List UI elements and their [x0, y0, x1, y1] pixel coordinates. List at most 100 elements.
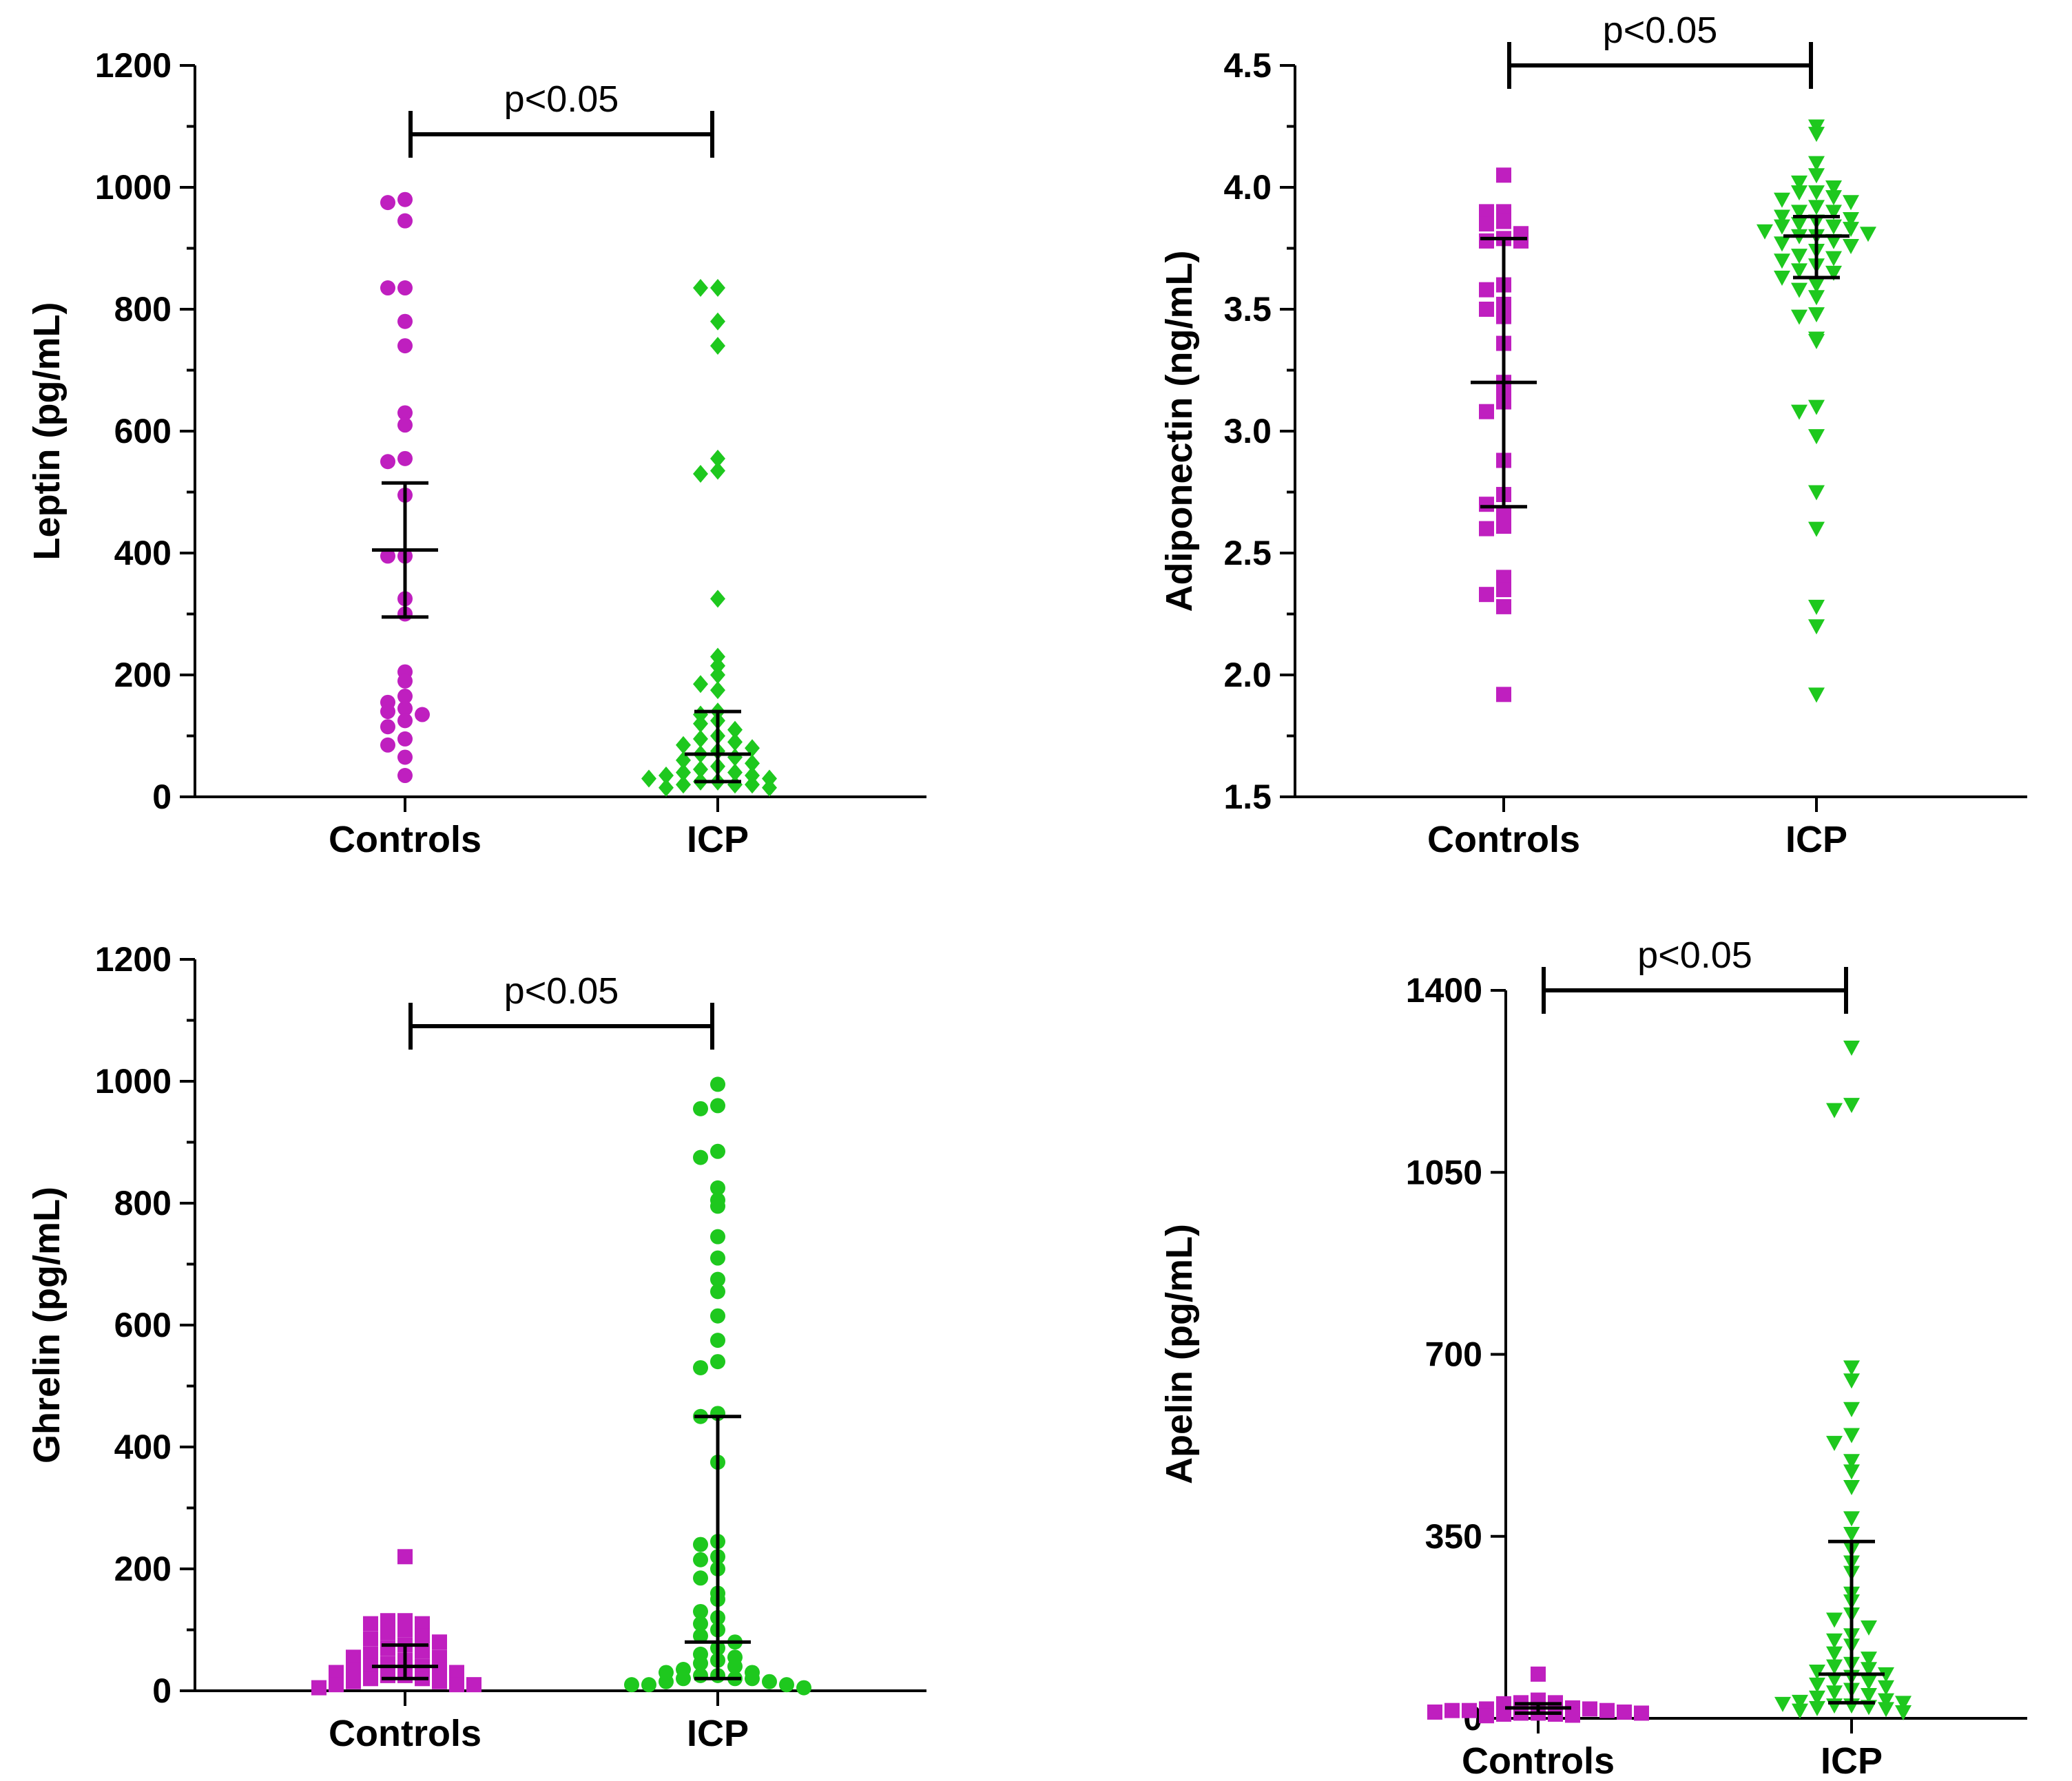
- data-point-controls: [363, 1631, 378, 1647]
- y-tick-label: 600: [114, 1306, 172, 1344]
- data-point-icp: [745, 767, 760, 785]
- data-point-icp: [727, 748, 743, 767]
- data-point-icp: [710, 666, 725, 684]
- data-point-icp: [1808, 687, 1825, 703]
- data-point-controls: [1496, 519, 1511, 534]
- data-point-icp: [693, 1628, 708, 1644]
- data-point-icp: [693, 760, 708, 779]
- data-point-icp: [1843, 212, 1859, 228]
- data-point-controls: [466, 1677, 481, 1693]
- data-point-icp: [710, 1333, 725, 1348]
- data-point-controls: [346, 1649, 361, 1665]
- data-point-icp: [762, 1674, 777, 1689]
- data-point-icp: [710, 647, 725, 666]
- x-category-label: ICP: [687, 1713, 749, 1754]
- data-point-controls: [1496, 1706, 1511, 1722]
- y-tick-label: 800: [114, 1184, 172, 1222]
- data-point-controls: [449, 1665, 464, 1680]
- data-point-icp: [1825, 219, 1842, 235]
- data-point-icp: [1826, 1672, 1843, 1688]
- data-point-icp: [710, 681, 725, 700]
- data-point-icp: [1826, 1659, 1843, 1675]
- data-point-icp: [693, 1570, 708, 1586]
- data-point-controls: [380, 1641, 395, 1656]
- data-point-controls: [1479, 404, 1494, 419]
- data-point-icp: [676, 736, 691, 754]
- data-point-icp: [1843, 1526, 1860, 1542]
- data-point-controls: [397, 1549, 413, 1565]
- data-point-icp: [1808, 290, 1825, 306]
- data-point-icp: [693, 675, 708, 694]
- x-category-label: Controls: [329, 819, 481, 860]
- data-point-icp: [1825, 190, 1842, 206]
- data-point-controls: [397, 673, 413, 689]
- data-point-controls: [432, 1649, 447, 1665]
- data-point-icp: [727, 720, 743, 739]
- data-point-controls: [432, 1674, 447, 1689]
- y-tick-label: 3.5: [1223, 290, 1272, 329]
- data-point-controls: [397, 749, 413, 765]
- data-point-icp: [710, 1180, 725, 1196]
- data-point-icp: [641, 769, 656, 788]
- y-tick-label: 2.0: [1223, 656, 1272, 694]
- x-category-label: Controls: [329, 1713, 481, 1754]
- data-point-icp: [1861, 1675, 1877, 1691]
- data-point-icp: [1895, 1696, 1912, 1711]
- data-point-icp: [710, 590, 725, 608]
- x-category-label: ICP: [687, 819, 749, 860]
- data-point-controls: [1496, 167, 1511, 183]
- data-point-controls: [1634, 1705, 1649, 1721]
- data-point-controls: [380, 704, 395, 720]
- data-point-icp: [693, 279, 708, 298]
- data-point-controls: [1531, 1666, 1546, 1682]
- data-point-icp: [693, 1552, 708, 1568]
- data-point-controls: [380, 195, 395, 211]
- y-tick-label: 800: [114, 290, 172, 329]
- data-point-icp: [1774, 236, 1790, 252]
- data-point-icp: [1843, 195, 1859, 211]
- data-point-icp: [1791, 404, 1807, 420]
- data-point-icp: [1808, 485, 1825, 501]
- data-point-icp: [693, 1667, 708, 1683]
- y-axis-label: Apelin (pg/mL): [1159, 1224, 1200, 1484]
- x-category-label: ICP: [1785, 819, 1847, 860]
- data-point-icp: [1826, 1612, 1843, 1628]
- data-point-controls: [397, 700, 413, 716]
- y-tick-label: 4.5: [1223, 46, 1272, 85]
- data-point-controls: [415, 1628, 430, 1644]
- data-point-icp: [727, 763, 743, 782]
- data-point-icp: [1860, 227, 1876, 242]
- data-point-icp: [779, 1677, 794, 1693]
- data-point-controls: [380, 1613, 395, 1629]
- data-point-controls: [397, 191, 413, 207]
- data-point-controls: [380, 1667, 395, 1683]
- data-point-icp: [762, 769, 777, 788]
- data-point-icp: [1791, 263, 1807, 279]
- data-point-icp: [1843, 1098, 1860, 1114]
- data-point-icp: [710, 461, 725, 480]
- data-point-controls: [397, 768, 413, 784]
- data-point-icp: [676, 1671, 691, 1687]
- data-point-icp: [1843, 238, 1859, 254]
- data-point-controls: [380, 280, 395, 296]
- data-point-icp: [727, 1658, 743, 1674]
- data-point-icp: [745, 1671, 760, 1687]
- data-point-icp: [693, 1603, 708, 1619]
- y-axis-label: Leptin (pg/mL): [26, 302, 68, 561]
- data-point-icp: [1825, 180, 1842, 196]
- y-tick-label: 1200: [95, 46, 172, 85]
- data-point-icp: [1809, 1677, 1825, 1693]
- y-tick-label: 1200: [95, 940, 172, 979]
- data-point-controls: [1479, 587, 1494, 603]
- data-point-icp: [1861, 1662, 1877, 1678]
- data-point-icp: [762, 778, 777, 797]
- data-point-icp: [745, 754, 760, 773]
- data-point-controls: [1444, 1702, 1460, 1718]
- data-point-icp: [1809, 1665, 1825, 1680]
- x-category-label: Controls: [1462, 1740, 1615, 1781]
- y-tick-label: 2.5: [1223, 534, 1272, 572]
- data-point-controls: [363, 1616, 378, 1632]
- data-point-icp: [710, 1076, 725, 1092]
- data-point-icp: [1774, 219, 1790, 235]
